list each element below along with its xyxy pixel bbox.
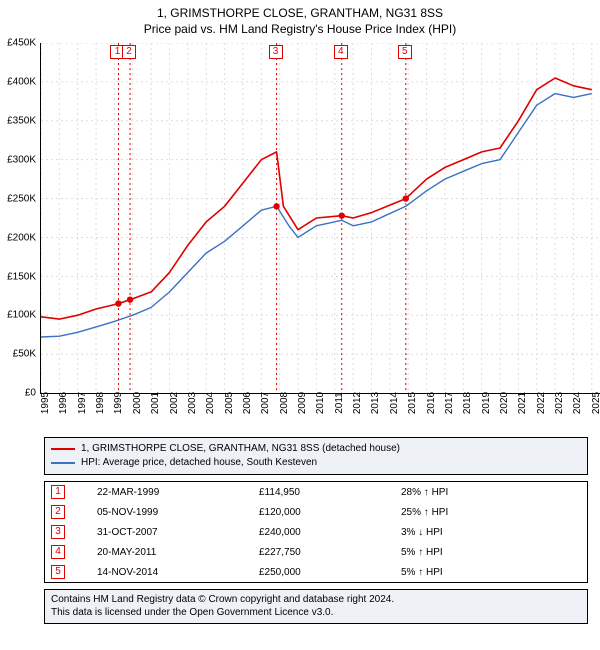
y-tick-label: £150K: [7, 271, 36, 282]
x-tick-label: 2025: [591, 392, 600, 414]
legend-label: 1, GRIMSTHORPE CLOSE, GRANTHAM, NG31 8SS…: [81, 442, 400, 456]
legend-item: HPI: Average price, detached house, Sout…: [51, 456, 581, 470]
x-tick-label: 2006: [242, 392, 253, 414]
x-tick-label: 2023: [554, 392, 565, 414]
event-row: 2 05-NOV-1999£120,00025% ↑ HPI: [45, 502, 587, 522]
title-line-2: Price paid vs. HM Land Registry's House …: [4, 22, 596, 38]
event-number: 3: [51, 525, 65, 539]
y-tick-label: £250K: [7, 193, 36, 204]
x-tick-label: 1999: [113, 392, 124, 414]
legend-swatch: [51, 448, 75, 450]
event-delta: 3% ↓ HPI: [395, 522, 587, 542]
event-delta: 28% ↑ HPI: [395, 482, 587, 502]
event-delta: 5% ↑ HPI: [395, 542, 587, 562]
x-tick-label: 2017: [444, 392, 455, 414]
event-price: £250,000: [253, 562, 395, 582]
event-price: £227,750: [253, 542, 395, 562]
x-tick-label: 2015: [407, 392, 418, 414]
x-tick-label: 2004: [205, 392, 216, 414]
x-tick-label: 2022: [536, 392, 547, 414]
event-number: 2: [51, 505, 65, 519]
event-delta: 25% ↑ HPI: [395, 502, 587, 522]
chart-plot: [40, 43, 600, 394]
x-tick-label: 1998: [95, 392, 106, 414]
event-row: 4 20-MAY-2011£227,7505% ↑ HPI: [45, 542, 587, 562]
event-marker-2: 2: [122, 45, 136, 59]
footer-line-2: This data is licensed under the Open Gov…: [51, 607, 581, 620]
event-row: 1 22-MAR-1999£114,95028% ↑ HPI: [45, 482, 587, 502]
y-tick-label: £350K: [7, 115, 36, 126]
event-row: 5 14-NOV-2014£250,0005% ↑ HPI: [45, 562, 587, 582]
event-number: 1: [51, 485, 65, 499]
event-price: £120,000: [253, 502, 395, 522]
x-tick-label: 2018: [462, 392, 473, 414]
y-tick-label: £200K: [7, 232, 36, 243]
x-tick-label: 2013: [370, 392, 381, 414]
y-tick-label: £400K: [7, 77, 36, 88]
event-price: £114,950: [253, 482, 395, 502]
y-tick-label: £50K: [13, 349, 36, 360]
y-tick-label: £300K: [7, 154, 36, 165]
event-date: 14-NOV-2014: [91, 562, 253, 582]
event-marker-5: 5: [398, 45, 412, 59]
x-tick-label: 2011: [334, 392, 345, 414]
footer: Contains HM Land Registry data © Crown c…: [44, 589, 588, 624]
x-tick-label: 2002: [169, 392, 180, 414]
y-axis-labels: £0£50K£100K£150K£200K£250K£300K£350K£400…: [4, 43, 38, 393]
title-line-1: 1, GRIMSTHORPE CLOSE, GRANTHAM, NG31 8SS: [4, 6, 596, 22]
x-tick-label: 2021: [517, 392, 528, 414]
event-number: 5: [51, 565, 65, 579]
event-marker-3: 3: [269, 45, 283, 59]
x-tick-label: 2020: [499, 392, 510, 414]
page: 1, GRIMSTHORPE CLOSE, GRANTHAM, NG31 8SS…: [0, 0, 600, 650]
event-number: 4: [51, 545, 65, 559]
x-tick-label: 2000: [132, 392, 143, 414]
y-tick-label: £450K: [7, 38, 36, 49]
x-tick-label: 2001: [150, 392, 161, 414]
x-tick-label: 1997: [77, 392, 88, 414]
x-tick-label: 2024: [572, 392, 583, 414]
legend: 1, GRIMSTHORPE CLOSE, GRANTHAM, NG31 8SS…: [44, 437, 588, 475]
event-date: 22-MAR-1999: [91, 482, 253, 502]
event-date: 05-NOV-1999: [91, 502, 253, 522]
footer-line-1: Contains HM Land Registry data © Crown c…: [51, 594, 581, 607]
legend-item: 1, GRIMSTHORPE CLOSE, GRANTHAM, NG31 8SS…: [51, 442, 581, 456]
legend-swatch: [51, 462, 75, 464]
x-tick-label: 2012: [352, 392, 363, 414]
events-box: 1 22-MAR-1999£114,95028% ↑ HPI 2 05-NOV-199…: [44, 481, 588, 583]
event-marker-4: 4: [334, 45, 348, 59]
x-tick-label: 2003: [187, 392, 198, 414]
x-tick-label: 2009: [297, 392, 308, 414]
x-tick-label: 2019: [481, 392, 492, 414]
x-tick-label: 2007: [260, 392, 271, 414]
events-table: 1 22-MAR-1999£114,95028% ↑ HPI 2 05-NOV-199…: [45, 482, 587, 582]
legend-label: HPI: Average price, detached house, Sout…: [81, 456, 317, 470]
event-price: £240,000: [253, 522, 395, 542]
x-tick-label: 2005: [224, 392, 235, 414]
y-tick-label: £100K: [7, 310, 36, 321]
x-tick-label: 2016: [426, 392, 437, 414]
event-date: 31-OCT-2007: [91, 522, 253, 542]
x-tick-label: 2008: [279, 392, 290, 414]
x-axis-labels: 1995 1996 1997 1998 1999 2000 2001 2002 2003 2004…: [40, 395, 600, 427]
x-tick-label: 1996: [58, 392, 69, 414]
event-delta: 5% ↑ HPI: [395, 562, 587, 582]
x-tick-label: 2010: [315, 392, 326, 414]
event-row: 3 31-OCT-2007£240,0003% ↓ HPI: [45, 522, 587, 542]
event-date: 20-MAY-2011: [91, 542, 253, 562]
x-tick-label: 2014: [389, 392, 400, 414]
y-tick-label: £0: [25, 388, 36, 399]
chart: £0£50K£100K£150K£200K£250K£300K£350K£400…: [40, 43, 600, 393]
x-tick-label: 1995: [40, 392, 51, 414]
